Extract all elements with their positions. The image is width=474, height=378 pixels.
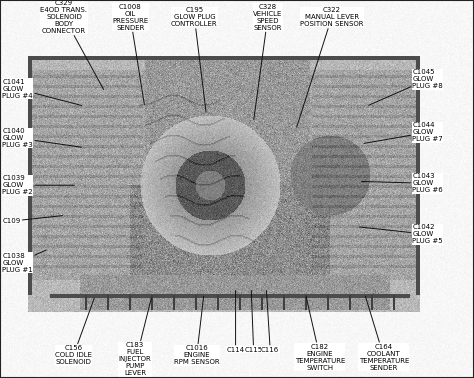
- Text: C1042
GLOW
PLUG #5: C1042 GLOW PLUG #5: [359, 225, 443, 244]
- Text: C109: C109: [2, 215, 63, 224]
- Text: C164
COOLANT
TEMPERATURE
SENDER: C164 COOLANT TEMPERATURE SENDER: [359, 296, 409, 371]
- Text: C328
VEHICLE
SPEED
SENSOR: C328 VEHICLE SPEED SENSOR: [253, 3, 283, 119]
- Text: C116: C116: [261, 291, 279, 353]
- Text: C114: C114: [227, 291, 245, 353]
- Text: C329
E4OD TRANS.
SOLENOID
BODY
CONNECTOR: C329 E4OD TRANS. SOLENOID BODY CONNECTOR: [40, 0, 104, 90]
- Text: C183
FUEL
INJECTOR
PUMP
LEVER
SENSOR: C183 FUEL INJECTOR PUMP LEVER SENSOR: [118, 298, 152, 378]
- Text: C156
COLD IDLE
SOLENOID: C156 COLD IDLE SOLENOID: [55, 298, 94, 365]
- Text: C1043
GLOW
PLUG #6: C1043 GLOW PLUG #6: [362, 174, 443, 193]
- Text: C115: C115: [245, 291, 263, 353]
- Text: C1040
GLOW
PLUG #3: C1040 GLOW PLUG #3: [2, 128, 82, 148]
- Text: C1044
GLOW
PLUG #7: C1044 GLOW PLUG #7: [364, 122, 443, 143]
- Text: C182
ENGINE
TEMPERATURE
SWITCH: C182 ENGINE TEMPERATURE SWITCH: [295, 296, 345, 371]
- Text: C1038
GLOW
PLUG #1: C1038 GLOW PLUG #1: [2, 250, 46, 273]
- Text: C1045
GLOW
PLUG #8: C1045 GLOW PLUG #8: [369, 70, 443, 105]
- Text: C1016
ENGINE
RPM SENSOR: C1016 ENGINE RPM SENSOR: [174, 296, 219, 365]
- Text: C1039
GLOW
PLUG #2: C1039 GLOW PLUG #2: [2, 175, 74, 195]
- Text: C195
GLOW PLUG
CONTROLLER: C195 GLOW PLUG CONTROLLER: [171, 7, 218, 112]
- Text: C1041
GLOW
PLUG #4: C1041 GLOW PLUG #4: [2, 79, 82, 105]
- Text: C322
MANUAL LEVER
POSITION SENSOR: C322 MANUAL LEVER POSITION SENSOR: [297, 7, 364, 127]
- Text: C1008
OIL
PRESSURE
SENDER: C1008 OIL PRESSURE SENDER: [112, 3, 148, 104]
